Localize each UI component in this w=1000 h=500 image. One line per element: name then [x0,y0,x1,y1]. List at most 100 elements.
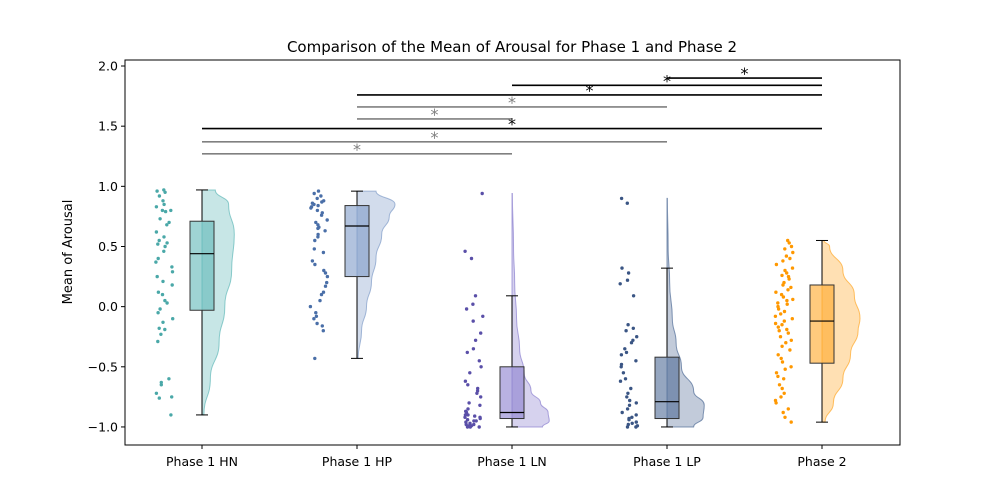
data-point [789,285,793,290]
data-point [782,391,786,395]
data-point [154,205,159,209]
data-point [308,304,313,309]
data-point [159,383,163,387]
data-point [777,383,782,387]
data-point [789,420,793,424]
data-point [631,326,635,330]
data-point [320,324,324,328]
data-point [473,338,478,342]
data-point [469,256,474,261]
data-point [161,279,165,284]
data-point [619,196,624,201]
data-point [776,374,780,379]
y-tick-label: 0.0 [98,299,118,314]
data-point [170,283,174,287]
data-point [159,332,163,336]
data-point [322,268,326,273]
data-point [158,307,162,311]
data-point [635,335,639,339]
data-point [626,323,630,327]
data-point [473,294,478,298]
data-point [630,415,634,419]
data-point [156,290,161,294]
significance-star: * [431,105,439,124]
data-point [479,365,483,369]
data-point [478,416,482,421]
data-point [156,311,160,315]
data-point [620,266,624,270]
data-point [779,312,783,316]
significance-star: * [663,71,671,90]
data-point [325,280,329,285]
data-point [784,341,788,345]
data-point [776,301,780,305]
data-point [785,327,789,332]
data-point [170,270,175,274]
data-point [625,425,630,429]
box-iqr [654,356,680,420]
significance-star: * [586,81,594,100]
data-point [316,226,320,231]
box-iqr [809,284,835,364]
data-point [167,220,171,225]
data-point [171,317,175,321]
data-point [786,407,790,411]
box-iqr [189,220,215,311]
data-point [165,241,169,245]
data-point [312,202,316,207]
data-point [774,262,779,267]
data-point [163,209,168,214]
data-point [313,262,317,267]
data-point [163,298,167,303]
data-point [313,238,317,243]
data-point [789,365,793,369]
data-point [471,319,475,323]
data-point [312,317,316,321]
data-point [624,350,629,355]
significance-star: * [431,128,439,147]
plot-area: −1.0 −0.5 0.0 0.5 1.0 1.5 2.0 Phase 1 HN Phase 1… [88,59,861,469]
data-point [479,395,483,399]
data-point [158,217,162,221]
data-point [156,339,160,344]
data-point [621,371,626,375]
data-point [781,295,786,299]
data-point [463,379,468,383]
x-tick-label: Phase 1 LP [633,454,701,469]
data-point [618,282,622,286]
data-point [618,379,623,383]
data-point [778,335,783,339]
data-point [790,266,795,270]
data-point [634,420,638,424]
significance-star: * [353,140,361,159]
data-point [779,395,783,399]
data-point [163,244,167,249]
data-point [791,250,795,255]
data-point [318,298,322,303]
data-point [788,348,792,352]
chart-title: Comparison of the Mean of Arousal for Ph… [287,38,737,56]
data-point [465,350,469,355]
data-point [320,200,324,204]
data-point [319,292,324,297]
data-point [782,377,786,381]
data-point [634,359,638,363]
data-point [784,254,789,258]
data-point [155,189,159,193]
data-point [782,309,787,314]
data-point [477,359,481,363]
data-point [154,230,159,234]
data-point [165,301,169,305]
data-point [314,314,319,318]
data-point [157,194,162,198]
data-point [156,256,160,261]
data-point [321,329,325,333]
significance-star: * [508,115,516,134]
data-point [473,414,477,418]
data-point [170,395,174,399]
data-point [477,425,481,429]
data-point [785,271,789,275]
data-point [315,208,320,213]
data-point [781,410,785,415]
data-point [314,311,318,315]
